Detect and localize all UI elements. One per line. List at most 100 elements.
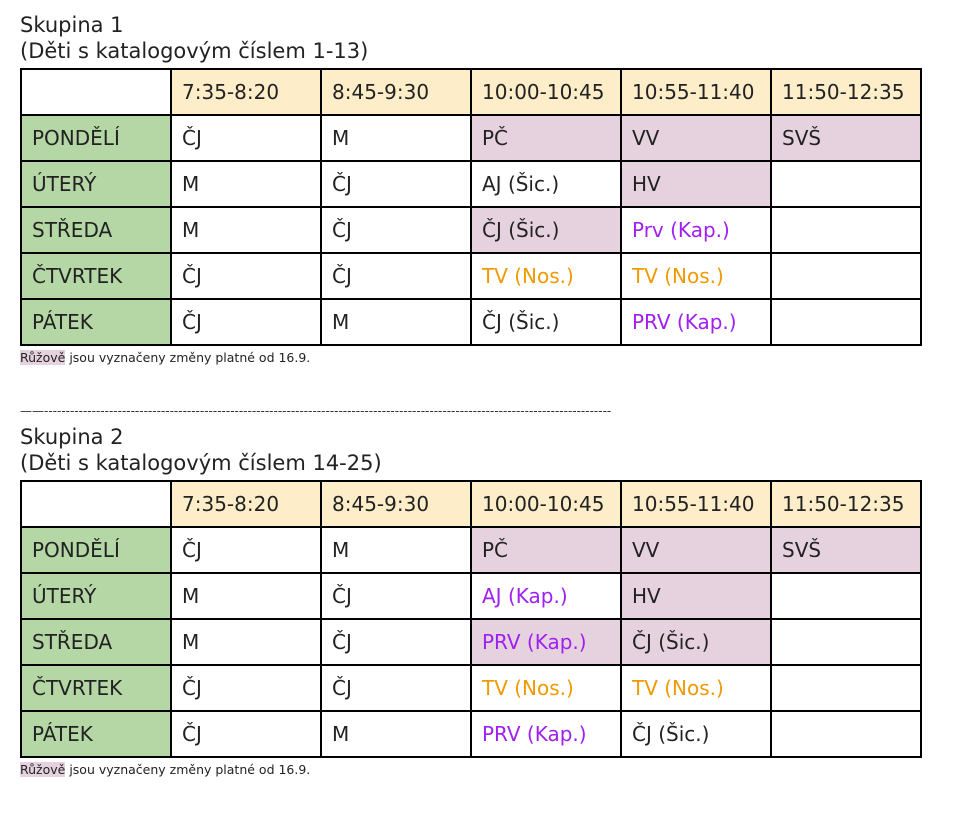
lesson-cell: PRV (Kap.)	[620, 298, 772, 346]
lesson-text: TV (Nos.)	[482, 264, 574, 288]
lesson-cell: ČJ	[320, 664, 472, 712]
lesson-cell: SVŠ	[770, 114, 922, 162]
time-slot-header: 8:45-9:30	[320, 68, 472, 116]
lesson-text: PRV (Kap.)	[632, 310, 737, 334]
lesson-cell	[770, 710, 922, 758]
lesson-cell: ČJ	[320, 572, 472, 620]
lesson-text: ČJ	[332, 218, 352, 242]
lesson-cell: M	[170, 618, 322, 666]
day-label: STŘEDA	[20, 206, 172, 254]
lesson-cell: M	[170, 572, 322, 620]
table-row: ČTVRTEK ČJ ČJ TV (Nos.) TV (Nos.)	[20, 664, 922, 712]
table-row: PÁTEK ČJ M ČJ (Šic.) PRV (Kap.)	[20, 298, 922, 346]
lesson-cell: ČJ	[170, 526, 322, 574]
lesson-text: M	[182, 584, 200, 608]
lesson-text: TV (Nos.)	[632, 676, 724, 700]
lesson-text: ČJ	[332, 630, 352, 654]
lesson-cell: AJ (Šic.)	[470, 160, 622, 208]
lesson-cell	[770, 206, 922, 254]
day-label: PONDĚLÍ	[20, 114, 172, 162]
lesson-cell: ČJ	[320, 252, 472, 300]
lesson-cell: ČJ	[170, 114, 322, 162]
lesson-text: ČJ	[182, 310, 202, 334]
table-corner-cell	[20, 480, 172, 528]
lesson-cell: SVŠ	[770, 526, 922, 574]
lesson-text: TV (Nos.)	[632, 264, 724, 288]
table-row: PONDĚLÍ ČJ M PČ VV SVŠ	[20, 526, 922, 574]
lesson-text: ČJ	[182, 676, 202, 700]
table-row: STŘEDA M ČJ PRV (Kap.) ČJ (Šic.)	[20, 618, 922, 666]
lesson-text: M	[182, 630, 200, 654]
day-label: STŘEDA	[20, 618, 172, 666]
day-label: PÁTEK	[20, 298, 172, 346]
day-label: ÚTERÝ	[20, 160, 172, 208]
lesson-cell: ČJ	[320, 618, 472, 666]
lesson-cell: M	[170, 160, 322, 208]
lesson-cell: ČJ	[170, 252, 322, 300]
lesson-text: HV	[632, 584, 661, 608]
lesson-text: ČJ	[332, 676, 352, 700]
lesson-text: ČJ	[332, 264, 352, 288]
group1-note: Růžově jsou vyznačeny změny platné od 16…	[20, 349, 922, 367]
lesson-cell: TV (Nos.)	[470, 664, 622, 712]
time-slot-header: 11:50-12:35	[770, 68, 922, 116]
lesson-cell: M	[170, 206, 322, 254]
group2-subtitle: (Děti s katalogovým číslem 14-25)	[20, 451, 382, 475]
table-row: PONDĚLÍ ČJ M PČ VV SVŠ	[20, 114, 922, 162]
lesson-cell: ČJ	[320, 160, 472, 208]
note-highlight: Růžově	[20, 350, 66, 365]
lesson-text: ČJ	[182, 722, 202, 746]
day-label: ÚTERÝ	[20, 572, 172, 620]
day-label: ČTVRTEK	[20, 664, 172, 712]
lesson-text: PČ	[482, 538, 509, 562]
lesson-text: M	[332, 310, 350, 334]
lesson-text: HV	[632, 172, 661, 196]
lesson-text: M	[332, 538, 350, 562]
lesson-text: ČJ (Šic.)	[482, 218, 560, 242]
table-row: ÚTERÝ M ČJ AJ (Kap.) HV	[20, 572, 922, 620]
group2-note: Růžově jsou vyznačeny změny platné od 16…	[20, 761, 922, 779]
group1-section: Skupina 1 (Děti s katalogovým číslem 1-1…	[20, 12, 922, 367]
section-divider: ——--------------------------------------…	[20, 404, 612, 418]
time-slot-header: 11:50-12:35	[770, 480, 922, 528]
table-row: STŘEDA M ČJ ČJ (Šic.) Prv (Kap.)	[20, 206, 922, 254]
table-header-row: 7:35-8:20 8:45-9:30 10:00-10:45 10:55-11…	[20, 480, 922, 528]
lesson-text: TV (Nos.)	[482, 676, 574, 700]
time-slot-header: 10:00-10:45	[470, 68, 622, 116]
lesson-text: M	[182, 172, 200, 196]
group1-schedule-table: 7:35-8:20 8:45-9:30 10:00-10:45 10:55-11…	[20, 68, 922, 346]
lesson-cell	[770, 572, 922, 620]
lesson-cell: PČ	[470, 114, 622, 162]
lesson-cell	[770, 252, 922, 300]
lesson-cell: ČJ	[170, 710, 322, 758]
lesson-text: Prv (Kap.)	[632, 218, 730, 242]
lesson-text: M	[332, 722, 350, 746]
lesson-cell: AJ (Kap.)	[470, 572, 622, 620]
lesson-cell: M	[320, 114, 472, 162]
lesson-text: PRV (Kap.)	[482, 722, 587, 746]
lesson-text: ČJ	[182, 264, 202, 288]
table-row: ÚTERÝ M ČJ AJ (Šic.) HV	[20, 160, 922, 208]
day-label: PONDĚLÍ	[20, 526, 172, 574]
group2-section: Skupina 2 (Děti s katalogovým číslem 14-…	[20, 424, 922, 779]
lesson-cell: ČJ (Šic.)	[470, 206, 622, 254]
time-slot-header: 7:35-8:20	[170, 68, 322, 116]
lesson-text: ČJ	[182, 538, 202, 562]
lesson-cell: HV	[620, 160, 772, 208]
lesson-cell: ČJ (Šic.)	[470, 298, 622, 346]
lesson-cell: PČ	[470, 526, 622, 574]
lesson-cell: ČJ (Šic.)	[620, 710, 772, 758]
lesson-cell: ČJ	[320, 206, 472, 254]
lesson-text: PČ	[482, 126, 509, 150]
group2-title: Skupina 2	[20, 425, 124, 449]
lesson-text: VV	[632, 126, 660, 150]
group2-schedule-table: 7:35-8:20 8:45-9:30 10:00-10:45 10:55-11…	[20, 480, 922, 758]
lesson-cell: ČJ	[170, 664, 322, 712]
lesson-cell	[770, 618, 922, 666]
lesson-text: ČJ	[182, 126, 202, 150]
lesson-cell: M	[320, 526, 472, 574]
table-row: ČTVRTEK ČJ ČJ TV (Nos.) TV (Nos.)	[20, 252, 922, 300]
lesson-cell	[770, 664, 922, 712]
lesson-text: ČJ (Šic.)	[632, 630, 710, 654]
lesson-cell: TV (Nos.)	[620, 252, 772, 300]
